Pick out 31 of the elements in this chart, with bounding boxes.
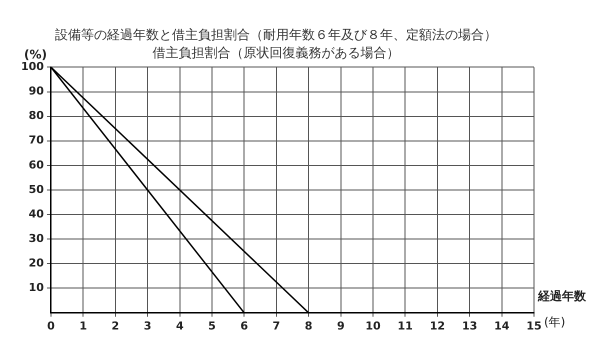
x-tick-label: 7 <box>272 319 280 332</box>
y-tick-label: 50 <box>28 182 44 196</box>
x-tick-label: 11 <box>398 319 413 332</box>
x-axis-title: 経過年数 <box>537 288 587 303</box>
x-tick-label: 1 <box>79 319 87 332</box>
chart-title: 設備等の経過年数と借主負担割合（耐用年数６年及び８年、定額法の場合） <box>55 27 497 44</box>
x-tick-label: 5 <box>208 319 216 332</box>
y-axis-title: (%) <box>24 47 47 62</box>
y-tick-label: 40 <box>28 207 44 220</box>
x-tick-label: 10 <box>365 319 381 332</box>
x-tick-label: 3 <box>144 319 152 332</box>
x-tick-label: 6 <box>240 319 248 332</box>
y-tick-label: 80 <box>28 109 44 122</box>
x-tick-label: 13 <box>462 319 478 332</box>
text: (年) <box>544 314 566 329</box>
x-tick-label: 15 <box>526 319 542 332</box>
x-tick-label: 0 <box>47 319 56 332</box>
y-tick-label: 90 <box>28 84 44 98</box>
x-tick-label: 9 <box>336 319 345 332</box>
x-tick-label: 4 <box>176 319 184 332</box>
y-tick-label: 30 <box>28 232 44 245</box>
x-tick-label: 2 <box>112 319 120 332</box>
chart-subtitle: 借主負担割合（原状回復義務がある場合） <box>152 44 400 61</box>
x-tick-label: 12 <box>430 319 446 332</box>
y-tick-label: 60 <box>28 158 44 172</box>
y-tick-label: 20 <box>28 256 44 270</box>
y-tick-label: 70 <box>28 134 44 147</box>
y-tick-label: 10 <box>28 281 44 294</box>
y-tick-label: 100 <box>20 60 44 74</box>
x-tick-label: 8 <box>304 319 312 332</box>
x-tick-label: 14 <box>494 319 510 332</box>
